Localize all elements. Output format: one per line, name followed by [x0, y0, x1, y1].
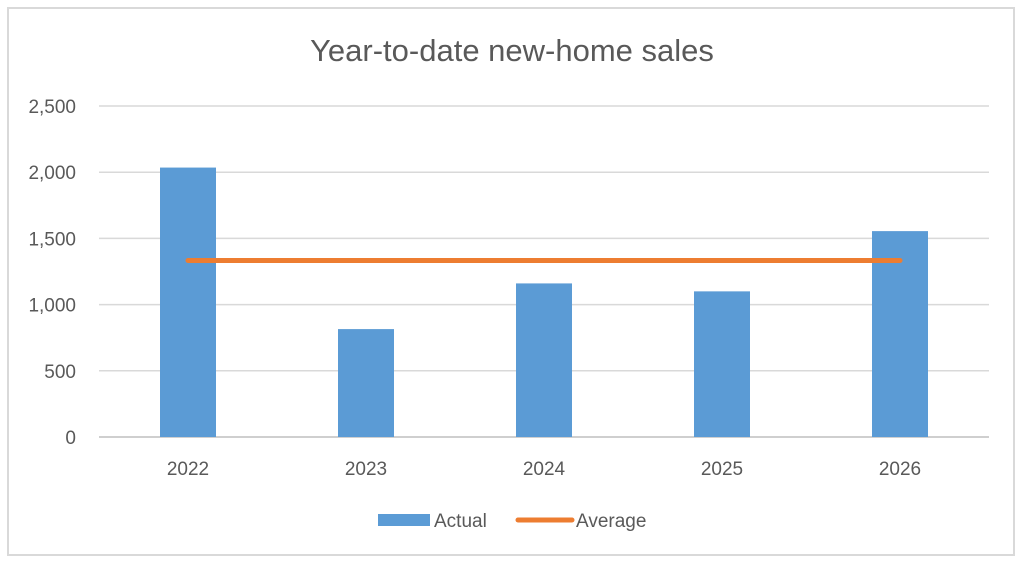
bar [872, 231, 928, 437]
legend-label-actual: Actual [434, 511, 487, 532]
legend-label-average: Average [576, 511, 646, 532]
y-tick-label: 2,000 [28, 163, 76, 184]
y-tick-label: 500 [44, 362, 76, 383]
y-tick-label: 0 [65, 428, 76, 449]
bars [160, 167, 928, 438]
bar [694, 291, 750, 437]
bar [160, 167, 216, 438]
y-tick-label: 2,500 [28, 97, 76, 118]
chart-title: Year-to-date new-home sales [310, 33, 714, 68]
bar [338, 329, 394, 437]
bar [516, 283, 572, 437]
gridlines [99, 105, 989, 438]
y-tick-label: 1,000 [28, 296, 76, 317]
x-tick-label: 2022 [167, 459, 209, 480]
x-tick-label: 2023 [345, 459, 387, 480]
x-tick-label: 2026 [879, 459, 921, 480]
y-tick-label: 1,500 [28, 229, 76, 250]
x-axis-ticks: 2022 2023 2024 2025 2026 [167, 459, 921, 480]
x-tick-label: 2025 [701, 459, 743, 480]
x-tick-label: 2024 [523, 459, 566, 480]
legend-swatch-actual [378, 514, 430, 526]
legend: Actual Average [378, 511, 646, 532]
y-axis-ticks: 0 500 1,000 1,500 2,000 2,500 [28, 97, 76, 449]
